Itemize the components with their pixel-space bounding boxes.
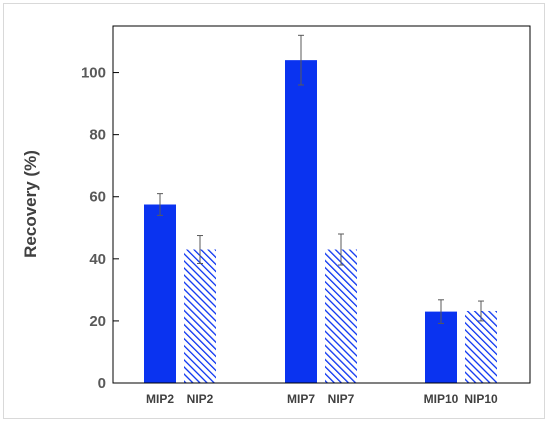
bar-nip10 — [465, 310, 497, 383]
y-tick-label: 60 — [89, 189, 106, 206]
y-tick-label: 80 — [89, 127, 106, 144]
y-tick-label: 0 — [98, 375, 106, 392]
error-bars-group — [157, 34, 484, 324]
x-axis-labels: MIP2 NIP2 MIP7 NIP7 MIP10 NIP10 — [146, 392, 498, 406]
plot-area — [112, 25, 531, 384]
x-tick-label-mip7: MIP7 — [287, 392, 315, 406]
bar-nip2 — [184, 249, 216, 383]
bars-group — [144, 60, 497, 383]
y-axis-ticks: 0 20 40 60 80 100 — [81, 65, 119, 392]
x-tick-label-mip10: MIP10 — [424, 392, 459, 406]
error-bar-nip7 — [338, 233, 344, 266]
y-tick-label: 100 — [81, 65, 106, 82]
x-tick-label-nip10: NIP10 — [464, 392, 498, 406]
error-bar-mip2 — [157, 193, 163, 216]
bar-nip7 — [325, 249, 357, 383]
y-tick-label: 40 — [89, 251, 106, 268]
x-tick-label-nip7: NIP7 — [328, 392, 355, 406]
bar-mip2 — [144, 204, 176, 383]
y-tick-label: 20 — [89, 313, 106, 330]
error-bar-mip7 — [298, 34, 304, 86]
bar-mip7 — [285, 60, 317, 383]
error-bar-nip10 — [478, 300, 484, 322]
error-bar-mip10 — [438, 299, 444, 324]
x-tick-label-nip2: NIP2 — [187, 392, 214, 406]
y-axis-title: Recovery (%) — [21, 150, 40, 258]
x-tick-label-mip2: MIP2 — [146, 392, 174, 406]
error-bar-nip2 — [197, 235, 203, 264]
